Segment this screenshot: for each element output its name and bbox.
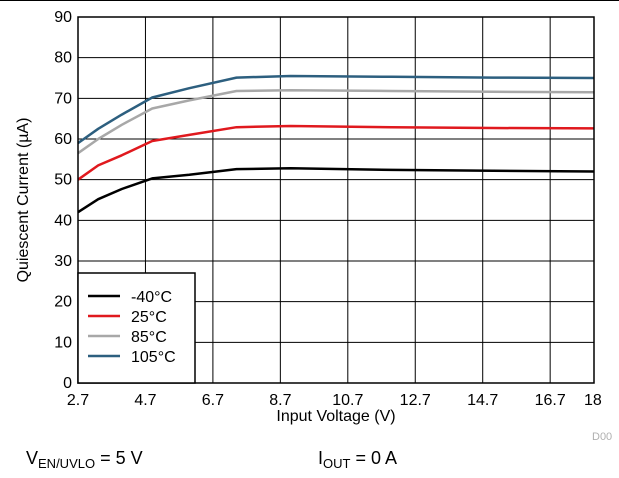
y-tick-label: 40 (54, 212, 72, 229)
document-code: D00 (592, 431, 612, 440)
output-current-condition: IOUT = 0 A (318, 448, 397, 471)
x-tick-label: 10.7 (332, 392, 363, 409)
y-tick-label: 10 (54, 334, 72, 351)
x-tick-label: 16.7 (535, 392, 566, 409)
x-tick-label: 2.7 (67, 392, 89, 409)
x-tick-label: 12.7 (400, 392, 431, 409)
x-tick-label: 14.7 (467, 392, 498, 409)
y-tick-labels: 0 10 20 30 40 50 60 70 80 90 (54, 9, 72, 392)
plot-frame (77, 16, 595, 384)
enable-voltage-condition: VEN/UVLO = 5 V (26, 448, 143, 471)
legend-label: -40°C (131, 289, 172, 306)
y-tick-label: 30 (54, 253, 72, 270)
x-tick-label: 6.7 (202, 392, 224, 409)
condition-subscript: EN/UVLO (38, 456, 96, 471)
series-line (77, 88, 595, 155)
quiescent-current-chart: 0 10 20 30 40 50 60 70 80 90 2.7 4.7 6.7 8.7 10.7 12.7… (0, 0, 619, 440)
legend-items: -40°C 25°C 85°C 105°C (88, 289, 176, 366)
condition-symbol: V (26, 448, 39, 468)
series-line (77, 124, 595, 181)
x-tick-label: 8.7 (269, 392, 291, 409)
y-axis-label: Quiescent Current (µA) (15, 118, 32, 283)
y-tick-label: 50 (54, 172, 72, 189)
legend-label: 105°C (131, 349, 176, 366)
legend: -40°C 25°C 85°C 105°C (77, 272, 196, 384)
x-axis-label: Input Voltage (V) (276, 408, 395, 425)
condition-subscript: OUT (323, 456, 351, 471)
x-tick-label: 18 (584, 392, 602, 409)
y-tick-label: 90 (54, 9, 72, 26)
y-tick-label: 70 (54, 90, 72, 107)
x-tick-labels: 2.7 4.7 6.7 8.7 10.7 12.7 14.7 16.7 18 (67, 392, 602, 409)
condition-value: = 0 A (350, 448, 398, 468)
legend-box (77, 272, 196, 384)
series-line (77, 167, 595, 214)
y-tick-label: 20 (54, 294, 72, 311)
condition-value: = 5 V (95, 448, 143, 468)
legend-label: 25°C (131, 309, 167, 326)
legend-label: 85°C (131, 329, 167, 346)
x-tick-label: 4.7 (134, 392, 156, 409)
y-tick-label: 80 (54, 50, 72, 67)
y-tick-label: 0 (63, 375, 72, 392)
condition-symbol: I (318, 448, 324, 468)
series-line (77, 74, 595, 145)
y-tick-label: 60 (54, 131, 72, 148)
series-lines (77, 74, 595, 214)
